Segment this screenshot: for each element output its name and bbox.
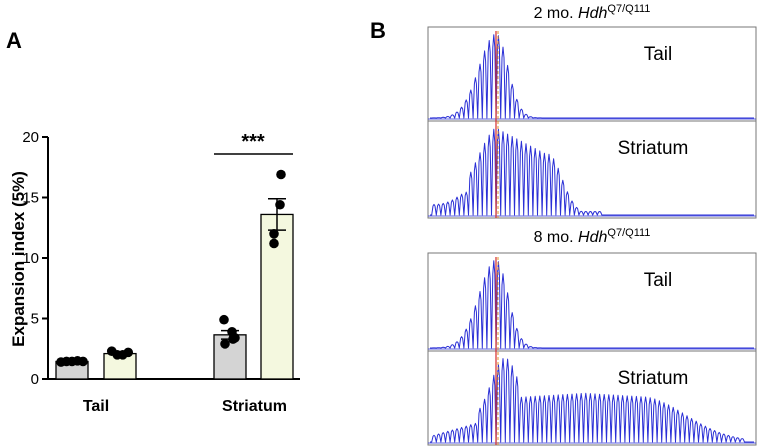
panel-b-label: B [370, 18, 386, 43]
significance-stars: *** [241, 131, 265, 153]
trace-group-2: 8 mo. HdhQ7/Q111 Tail Striatum [427, 227, 757, 446]
significance-annotation: *** [214, 131, 293, 155]
trace-title-prefix: 8 mo. [534, 229, 578, 246]
y-tick-label: 10 [22, 250, 39, 267]
trace-title-superscript: Q7/Q111 [607, 3, 650, 15]
expansion-index-bar-chart: Expansion index (5%) 0 5 10 15 20 Tail Striat… [9, 129, 300, 415]
trace-label-striatum: Striatum [618, 368, 689, 389]
trace-label-tail: Tail [644, 270, 673, 291]
y-tick-label: 5 [31, 311, 39, 328]
bar-striatum-2 [260, 213, 294, 380]
data-point [275, 199, 285, 210]
data-point [230, 333, 240, 343]
trace-title-gene: Hdh [578, 229, 607, 246]
x-axis-categories: Tail Striatum [83, 398, 287, 415]
trace-label-striatum: Striatum [618, 138, 689, 159]
y-axis: 0 5 10 15 20 [22, 129, 300, 388]
trace-label-tail: Tail [644, 44, 673, 65]
trace-striatum [430, 128, 754, 216]
trace-title-prefix: 2 mo. [534, 5, 578, 22]
trace-group-title: 2 mo. HdhQ7/Q111 [534, 3, 651, 22]
category-label-tail: Tail [83, 398, 109, 415]
y-tick-label: 20 [22, 129, 39, 146]
panel-a-label: A [6, 28, 22, 53]
data-point [269, 238, 279, 249]
trace-striatum [430, 358, 754, 443]
data-point [219, 314, 229, 325]
data-point [123, 347, 134, 358]
category-label-striatum: Striatum [222, 398, 287, 415]
data-point [276, 169, 286, 180]
trace-title-gene: Hdh [578, 5, 607, 22]
trace-group-1: 2 mo. HdhQ7/Q111 Tail Striatum [427, 3, 757, 219]
y-tick-label: 0 [31, 371, 39, 388]
y-tick-label: 15 [22, 190, 39, 207]
trace-title-superscript: Q7/Q111 [607, 227, 650, 239]
data-point [220, 339, 230, 349]
points-layer [56, 169, 286, 367]
trace-group-title: 8 mo. HdhQ7/Q111 [534, 227, 651, 246]
bars-layer [55, 197, 294, 380]
data-point [78, 356, 88, 367]
data-point [269, 229, 279, 239]
y-axis-title: Expansion index (5%) [9, 171, 28, 347]
